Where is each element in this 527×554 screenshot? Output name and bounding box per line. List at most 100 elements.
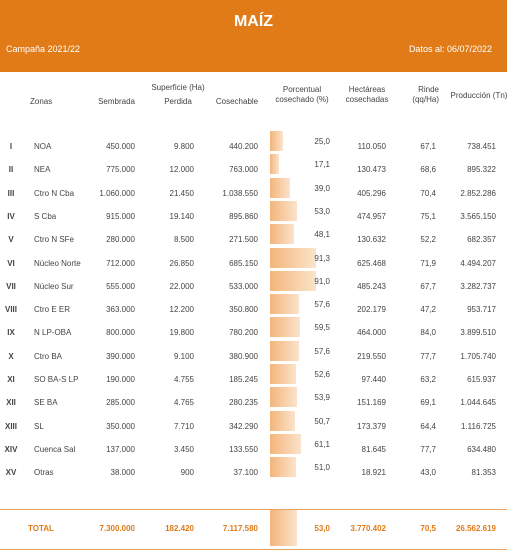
row-number: XII — [6, 398, 16, 408]
cell: 555.000 — [106, 281, 135, 291]
percent-bar — [270, 364, 297, 384]
zone: Núcleo Sur — [34, 281, 74, 291]
zone: NEA — [34, 165, 51, 175]
cell: 685.150 — [229, 258, 258, 268]
cell: 533.000 — [229, 281, 258, 291]
zone: S Cba — [34, 211, 57, 221]
cell: 67,1 — [420, 142, 436, 151]
cell: 390.000 — [106, 351, 135, 361]
date: Datos al: 06/07/2022 — [408, 44, 492, 54]
zone: NOA — [34, 142, 52, 151]
cell: 75,1 — [420, 211, 436, 221]
percent-bar — [270, 224, 295, 245]
cell: 97.440 — [361, 375, 386, 384]
row-number: IV — [7, 211, 15, 221]
col-header: Sembrada — [98, 97, 135, 106]
campaign: Campaña 2021/22 — [6, 44, 81, 54]
col-header: Cosechable — [215, 97, 259, 106]
cell: 915.000 — [106, 211, 135, 221]
cell: 3.899.510 — [460, 328, 496, 338]
cell: 350.000 — [106, 421, 135, 431]
cell: 1.116.725 — [461, 421, 496, 431]
row-number: VII — [6, 281, 16, 291]
cell: 26.850 — [169, 258, 194, 268]
zone: SL — [34, 421, 44, 431]
cell: 485.243 — [357, 281, 386, 291]
cell: 137.000 — [106, 444, 135, 454]
percent-label: 61,1 — [314, 439, 330, 449]
cell: 84,0 — [420, 328, 436, 338]
row-number: III — [7, 188, 15, 198]
zone: N LP-OBA — [34, 328, 72, 338]
cell: 380.900 — [229, 351, 258, 361]
cell: 7.300.000 — [99, 524, 135, 533]
cell: 280.000 — [106, 235, 135, 245]
percent-label: 39,0 — [314, 183, 330, 193]
percent-bar — [270, 294, 299, 315]
percent-bar — [270, 340, 299, 361]
cell: 953.717 — [467, 305, 496, 315]
cell: 712.000 — [106, 258, 135, 268]
cell: 363.000 — [106, 305, 135, 315]
cell: 271.500 — [229, 235, 258, 245]
percent-bar — [270, 154, 279, 175]
cell: 9.800 — [173, 142, 194, 151]
col-header: Perdida — [164, 97, 192, 106]
percent-bar — [270, 510, 297, 546]
row-number: XI — [7, 375, 15, 384]
col-header: Producción (Tn) — [450, 91, 508, 100]
cell: 69,1 — [420, 398, 436, 408]
row-number: VI — [7, 258, 15, 268]
col-header: Rinde (qq/Ha) — [412, 85, 439, 104]
percent-label: 25,0 — [314, 137, 330, 146]
percent-label: 17,1 — [314, 160, 330, 170]
zone: Otras — [34, 468, 54, 478]
percent-bar — [270, 131, 283, 151]
percent-label: 51,0 — [314, 463, 330, 473]
cell: 775.000 — [106, 165, 135, 175]
cell: 52,2 — [420, 235, 436, 245]
cell: 12.200 — [169, 305, 194, 315]
row-number: I — [9, 142, 13, 151]
cell: 173.379 — [357, 421, 386, 431]
cell: 763.000 — [229, 165, 258, 175]
percent-label: 53,0 — [314, 524, 330, 533]
cell: 190.000 — [106, 375, 135, 384]
cell: 474.957 — [357, 211, 386, 221]
cell: 81.353 — [471, 468, 496, 478]
cell: 800.000 — [106, 328, 135, 338]
cell: 1.044.645 — [460, 398, 496, 408]
header-band — [0, 0, 507, 72]
cell: 1.038.550 — [222, 188, 258, 198]
cell: 450.000 — [106, 142, 135, 151]
zone: Cuenca Sal — [34, 444, 76, 454]
col-header: Zonas — [30, 97, 53, 106]
percent-label: 59,5 — [314, 323, 330, 333]
col-header: Porcentual cosechado (%) — [275, 85, 329, 104]
cell: 47,2 — [420, 305, 436, 315]
percent-bar — [270, 247, 316, 268]
percent-label: 52,6 — [314, 370, 330, 379]
cell: 182.420 — [165, 524, 194, 533]
cell: 2.852.286 — [460, 188, 496, 198]
cell: 4.494.207 — [460, 258, 496, 268]
percent-bar — [270, 457, 296, 478]
zone: SO BA-S LP — [34, 375, 79, 384]
cell: 133.550 — [229, 444, 258, 454]
cell: 37.100 — [233, 468, 258, 478]
cell: 1.705.740 — [460, 351, 496, 361]
cell: 350.800 — [229, 305, 258, 315]
cell: 26.562.619 — [455, 524, 496, 533]
percent-label: 53,0 — [314, 206, 330, 216]
cell: 219.550 — [357, 351, 386, 361]
cell: 682.357 — [467, 235, 496, 245]
cell: 895.860 — [229, 211, 258, 221]
cell: 70,4 — [420, 188, 436, 198]
cell: 1.060.000 — [99, 188, 135, 198]
percent-label: 53,9 — [314, 393, 330, 403]
cell: 71,9 — [420, 258, 436, 268]
cell: 634.480 — [467, 444, 496, 454]
cell: 7.117.580 — [222, 524, 258, 533]
percent-bar — [270, 177, 290, 198]
